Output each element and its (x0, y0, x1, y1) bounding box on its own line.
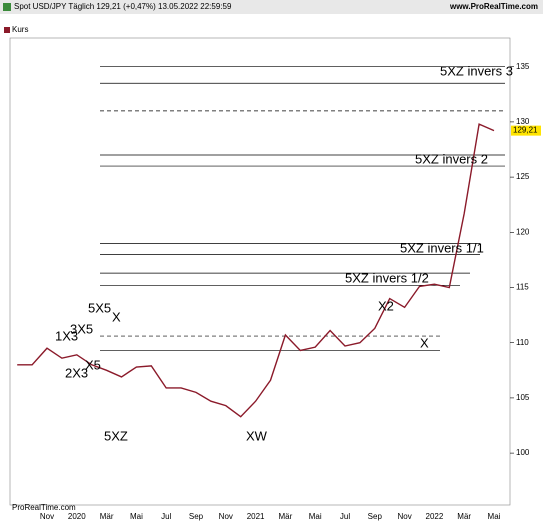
y-tick-label: 120 (516, 227, 530, 236)
x-tick-label: Sep (368, 512, 383, 521)
price-line (17, 123, 495, 418)
annotation: 5XZ invers 1/1 (400, 240, 484, 255)
x-tick-label: Mai (130, 512, 143, 521)
y-tick-label: 130 (516, 117, 530, 126)
header-bar (0, 0, 543, 14)
x-tick-label: Nov (397, 512, 411, 521)
annotation: X (112, 309, 121, 324)
annotation: 2X3 (65, 365, 88, 380)
logo (3, 3, 11, 11)
plot-frame (9, 37, 511, 506)
x-tick-label: Mär (457, 512, 471, 521)
x-tick-label: 2020 (68, 512, 86, 521)
y-tick-label: 135 (516, 62, 530, 71)
price-label: 129,21 (513, 126, 538, 135)
legend-swatch (4, 27, 10, 33)
y-tick-label: 115 (516, 283, 529, 292)
y-tick-label: 105 (516, 393, 530, 402)
annotation: 1X3 (55, 328, 78, 343)
annotation: 3X5 (70, 321, 93, 336)
y-tick-label: 125 (516, 172, 530, 181)
annotation: X5 (85, 357, 101, 372)
annotation: 5XZ invers 3 (440, 63, 513, 78)
x-tick-label: Jul (340, 512, 350, 521)
x-tick-label: Mai (309, 512, 322, 521)
x-tick-label: 2022 (426, 512, 444, 521)
x-tick-label: Nov (219, 512, 233, 521)
y-tick-label: 100 (516, 448, 530, 457)
annotation: XW (246, 428, 268, 443)
x-tick-label: Sep (189, 512, 204, 521)
x-tick-label: Mai (488, 512, 501, 521)
annotation: X2 (378, 298, 394, 313)
x-tick-label: 2021 (247, 512, 265, 521)
price-label-box (511, 125, 541, 136)
annotation: 5X5 (88, 300, 111, 315)
x-tick-label: Jul (161, 512, 171, 521)
x-tick-label: Nov (40, 512, 54, 521)
source: www.ProRealTime.com (449, 2, 538, 11)
legend-label: Kurs (12, 25, 28, 34)
x-tick-label: Mär (279, 512, 293, 521)
chart-title: Spot USD/JPY Täglich 129,21 (+0,47%) 13.… (14, 2, 232, 11)
annotation: X (420, 335, 429, 350)
annotation: 5XZ (104, 428, 128, 443)
annotation: 5XZ invers 2 (415, 151, 488, 166)
footer: ProRealTime.com (12, 503, 76, 512)
y-tick-label: 110 (516, 338, 529, 347)
x-tick-label: Mär (100, 512, 114, 521)
annotation: 5XZ invers 1/2 (345, 270, 429, 285)
